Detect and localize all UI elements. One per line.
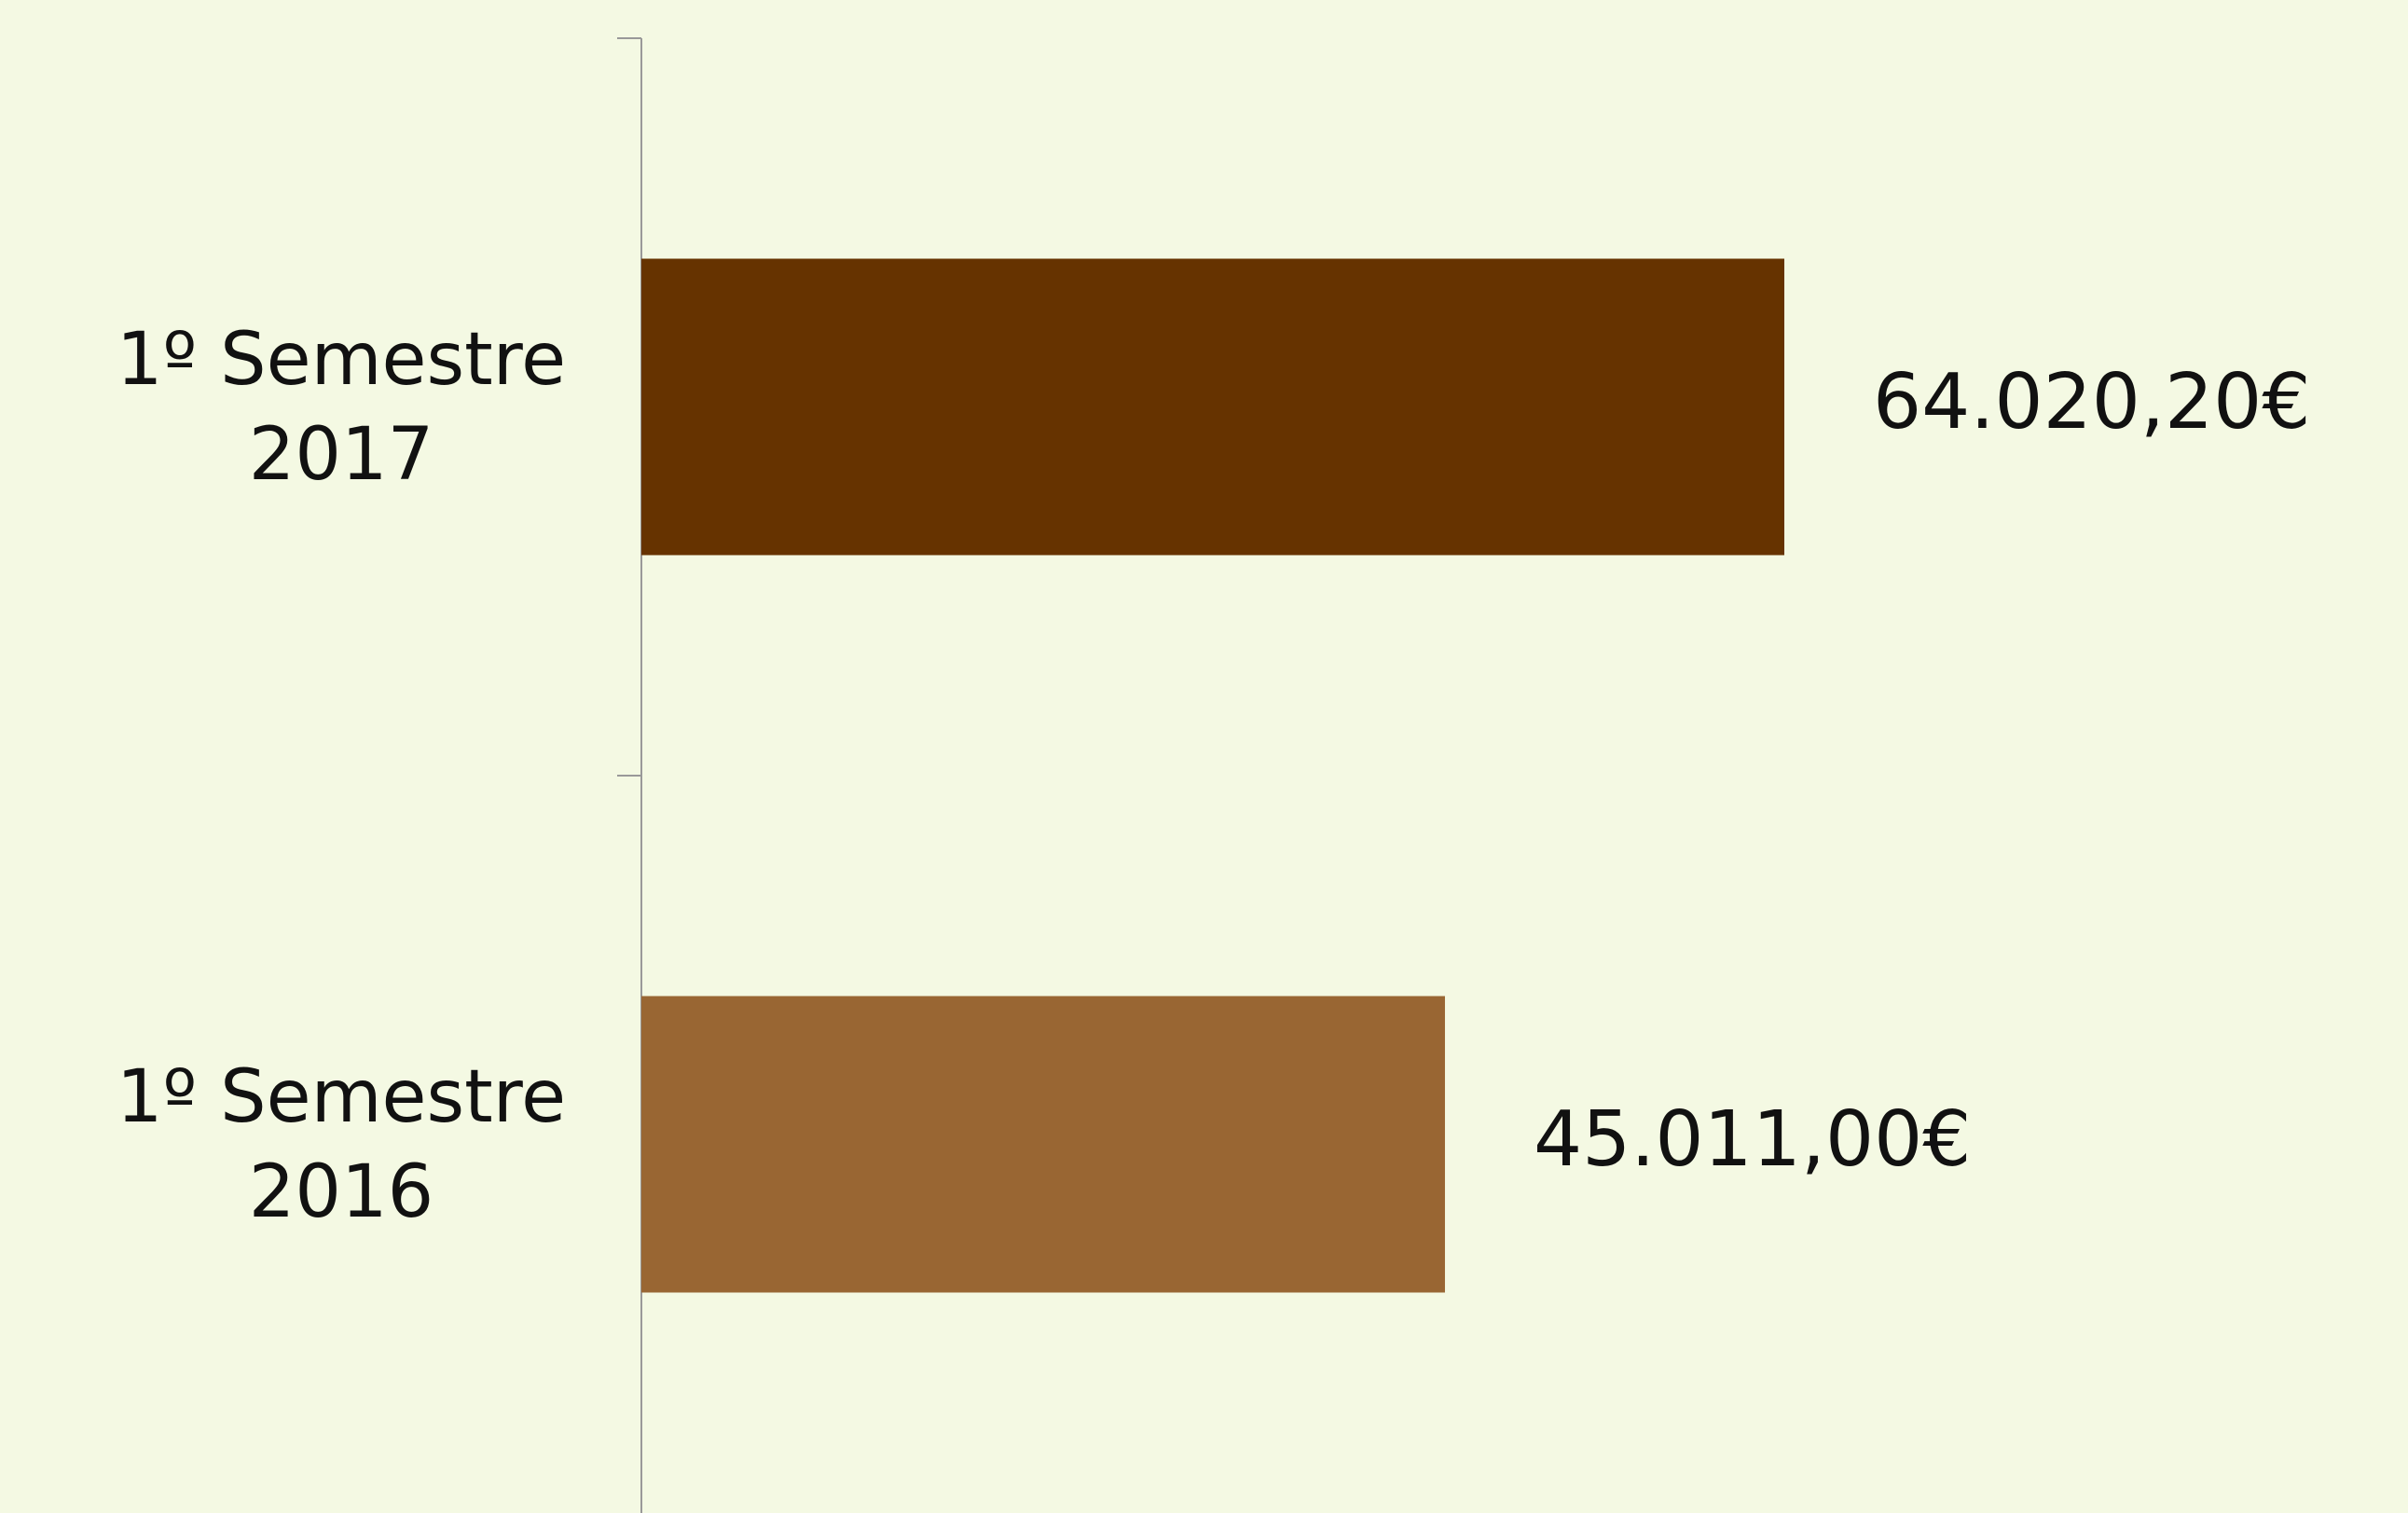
- bar: [641, 996, 1445, 1293]
- category-label: 1º Semestre 2016: [116, 1054, 567, 1234]
- value-label: 45.011,00€: [1534, 1095, 1971, 1184]
- category-label: 1º Semestre 2017: [116, 317, 567, 497]
- bar: [641, 258, 1784, 556]
- value-label: 64.020,20€: [1873, 358, 2311, 447]
